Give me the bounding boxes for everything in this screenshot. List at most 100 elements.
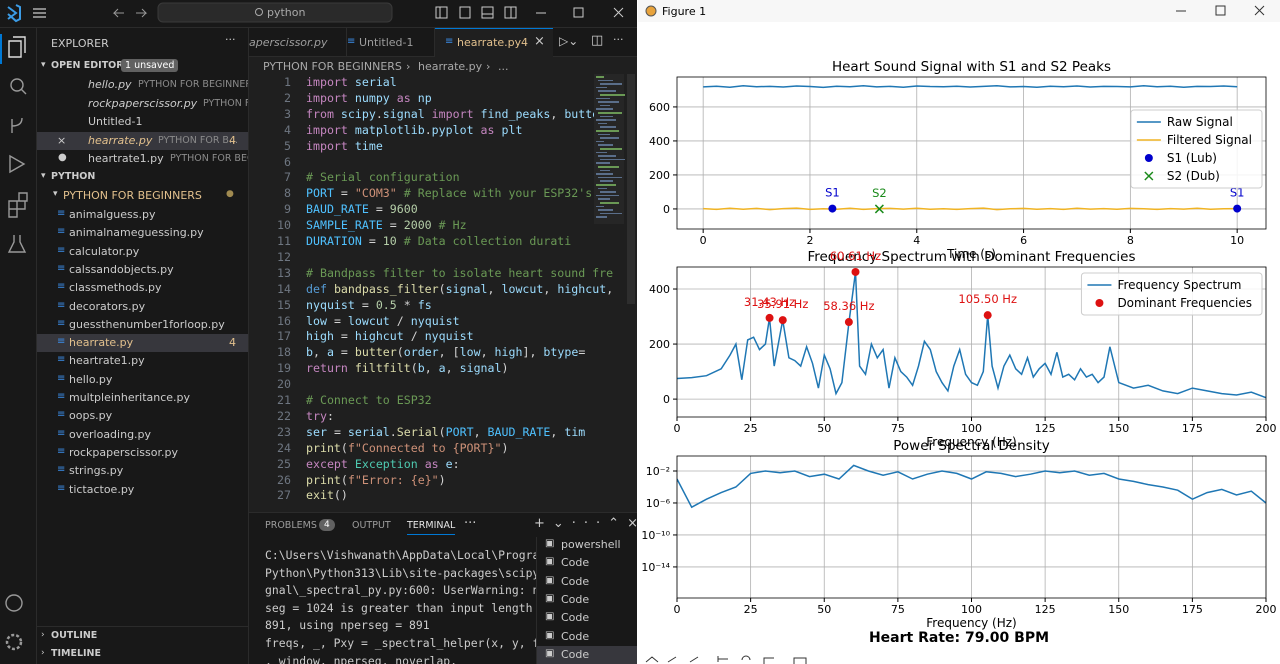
breadcrumb[interactable]: PYTHON FOR BEGINNERS	[263, 60, 402, 73]
py-icon: ≡	[57, 262, 66, 274]
nav-arrows[interactable]	[112, 8, 148, 18]
tab[interactable]	[337, 28, 435, 56]
code-token	[418, 329, 425, 343]
code-token	[404, 314, 411, 328]
terminal-name[interactable]: Code	[561, 647, 590, 661]
breadcrumb-sep: ›	[406, 60, 411, 73]
y-tick-label: 400	[649, 283, 670, 296]
legend-label: S1 (Lub)	[1167, 151, 1217, 165]
extensions-icon[interactable]	[8, 192, 28, 218]
open-editors-title[interactable]: OPEN EDITORS	[51, 60, 131, 71]
code-token	[355, 298, 362, 312]
search-box[interactable]	[157, 2, 393, 23]
legend-box	[1130, 109, 1263, 189]
file-name: strings.py	[69, 464, 124, 478]
testing-icon[interactable]	[7, 235, 27, 253]
terminal-name[interactable]: Code	[561, 629, 590, 643]
panel-actions[interactable]: ···	[464, 516, 477, 531]
code-token: (	[410, 361, 418, 376]
open-editor-item[interactable]	[37, 113, 248, 131]
minimap-line	[596, 205, 604, 208]
split-button[interactable]: ◫	[591, 33, 604, 48]
code-token: filtfilt	[354, 361, 411, 376]
x-tick-label: 175	[1182, 422, 1203, 435]
toolbar-icons[interactable]	[645, 655, 807, 664]
code-token: # Bandpass filter to isolate heart sound…	[306, 265, 614, 280]
code-line: nyquist = 0.5 * fs	[306, 298, 432, 312]
folder-name[interactable]: PYTHON FOR BEGINNERS	[63, 189, 202, 202]
problem-count: 4	[229, 133, 236, 147]
maximize[interactable]	[573, 7, 584, 18]
code-token: b	[417, 361, 425, 376]
code-token: ,	[312, 345, 320, 360]
code-token	[397, 234, 404, 248]
code-token: pyplot	[431, 122, 474, 137]
panel-actions[interactable]: +⌄···⌃×	[534, 516, 637, 531]
settings-icon[interactable]	[5, 633, 23, 651]
code-token: tim	[564, 424, 586, 439]
chevron: ▾	[53, 189, 58, 199]
terminal-name[interactable]: Code	[561, 592, 590, 606]
fig-maximize[interactable]	[1215, 5, 1226, 16]
outline-title[interactable]: OUTLINE	[51, 630, 98, 641]
explorer-icon[interactable]	[8, 36, 26, 58]
minimap-line	[600, 148, 622, 150]
fig-close[interactable]	[1254, 5, 1265, 16]
file-name: tictactoe.py	[69, 482, 135, 496]
line-number: 21	[277, 393, 291, 407]
panel-tab[interactable]: TERMINAL	[407, 520, 456, 535]
file-name: hello.py	[69, 372, 113, 386]
menu-icon[interactable]	[33, 8, 46, 18]
workspace-title[interactable]: PYTHON	[51, 171, 96, 182]
tab[interactable]	[249, 28, 347, 56]
code-token: serial	[347, 424, 390, 439]
minimap-line	[598, 122, 607, 125]
chevron: ▾	[41, 171, 46, 181]
code-token: serial	[354, 75, 397, 89]
open-editor-item[interactable]	[37, 131, 248, 150]
code-token: find_peaks	[480, 106, 551, 121]
py-icon: ≡	[57, 354, 66, 366]
code-token	[474, 107, 481, 121]
py-icon: ≡	[57, 336, 66, 348]
chart-title: Heart Sound Signal with S1 and S2 Peaks	[832, 59, 1111, 75]
breadcrumb[interactable]: hearrate.py	[418, 60, 483, 73]
account-icon[interactable]	[5, 594, 23, 612]
tab[interactable]	[435, 28, 553, 57]
more-icon[interactable]: ···	[225, 33, 236, 46]
code-token: ,	[480, 345, 488, 360]
terminal-name[interactable]: powershell	[561, 538, 621, 551]
terminal-name[interactable]: Code	[561, 556, 590, 570]
timeline-title[interactable]: TIMELINE	[51, 648, 101, 659]
panel-tab[interactable]: OUTPUT	[352, 520, 391, 531]
panel-tab[interactable]: PROBLEMS	[265, 520, 317, 531]
run-button[interactable]: ▷⌄	[559, 34, 579, 48]
code-token	[376, 234, 383, 248]
minimap-line	[600, 115, 613, 118]
x-tick-label: 150	[1108, 422, 1129, 435]
code-token: butter	[354, 345, 397, 360]
code-line: print(f"Error: {e}")	[306, 473, 446, 487]
close[interactable]	[613, 7, 624, 18]
code-token: PORT	[445, 424, 474, 439]
legend-marker	[1144, 171, 1154, 181]
minimap-line	[596, 216, 607, 218]
scm-icon[interactable]	[11, 117, 23, 133]
more-button[interactable]: ···	[613, 33, 624, 46]
file-row[interactable]	[37, 334, 248, 353]
terminal-name[interactable]: Code	[561, 611, 590, 625]
code-token: # Replace with your ESP32's p	[403, 186, 607, 201]
tab-close[interactable]: ×	[534, 34, 545, 49]
search-text[interactable]: python	[267, 6, 306, 19]
marker-dot	[851, 267, 860, 276]
layout-icons[interactable]	[435, 6, 517, 19]
code-token: *	[403, 297, 411, 312]
code-token	[334, 107, 341, 121]
x-tick-label: 200	[1256, 422, 1277, 435]
breadcrumb[interactable]: ...	[498, 60, 509, 73]
terminal-name[interactable]: Code	[561, 574, 590, 588]
run-icon[interactable]	[9, 154, 26, 174]
line-number: 27	[277, 488, 291, 503]
code-token: a	[326, 345, 334, 360]
search-icon[interactable]	[10, 78, 24, 92]
